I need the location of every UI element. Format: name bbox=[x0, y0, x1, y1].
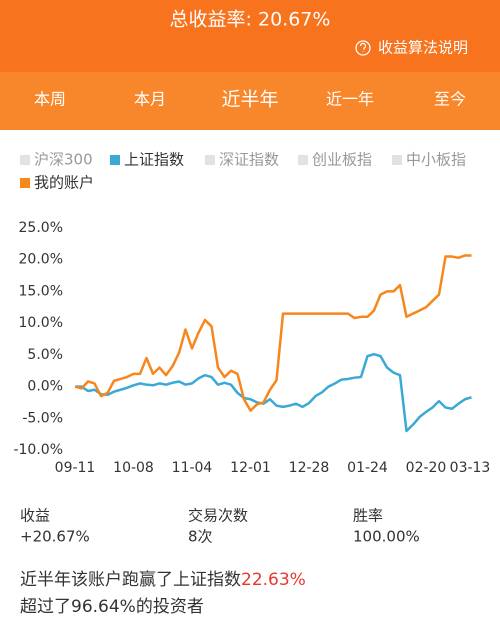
legend-item[interactable]: 创业板指 bbox=[298, 151, 372, 169]
tab[interactable]: 至今 bbox=[434, 90, 466, 109]
x-tick-label: 09-11 bbox=[55, 460, 96, 476]
series-line bbox=[74, 254, 472, 412]
y-tick-label: -10.0% bbox=[13, 442, 63, 458]
summary-line: 近半年该账户跑赢了上证指数22.63% bbox=[20, 570, 306, 590]
tabs-bg bbox=[0, 72, 500, 130]
x-tick-label: 11-04 bbox=[172, 460, 213, 476]
legend-swatch bbox=[20, 155, 30, 165]
tabs: 本周 本月 近半年 近一年 至今 bbox=[34, 89, 466, 111]
tab[interactable]: 近半年 bbox=[221, 89, 278, 111]
tab[interactable]: 近一年 bbox=[326, 90, 374, 109]
y-tick-label: 10.0% bbox=[19, 315, 63, 331]
x-tick-label: 10-08 bbox=[113, 460, 154, 476]
legend-swatch bbox=[110, 155, 120, 165]
legend-label: 中小板指 bbox=[406, 151, 466, 169]
summary-text: 近半年该账户跑赢了上证指数 bbox=[20, 570, 241, 590]
legend-item[interactable]: 我的账户 bbox=[20, 174, 94, 192]
y-tick-label: 5.0% bbox=[27, 347, 63, 363]
y-tick-label: -5.0% bbox=[22, 410, 63, 426]
x-tick-label: 02-20 bbox=[406, 460, 447, 476]
legend-swatch bbox=[205, 155, 215, 165]
tab[interactable]: 本月 bbox=[134, 90, 166, 109]
legend-swatch bbox=[298, 155, 308, 165]
tab[interactable]: 本周 bbox=[34, 90, 66, 109]
legend-swatch bbox=[20, 178, 30, 188]
header-title: 总收益率: 20.67% bbox=[170, 9, 331, 31]
help-text: 收益算法说明 bbox=[378, 39, 468, 57]
stat-value: +20.67% bbox=[20, 528, 90, 546]
x-tick-label: 01-24 bbox=[347, 460, 388, 476]
x-tick-label: 12-28 bbox=[289, 460, 330, 476]
y-tick-label: 0.0% bbox=[27, 379, 63, 395]
legend-item[interactable]: 深证指数 bbox=[205, 151, 279, 169]
x-tick-label: 03-13 bbox=[450, 460, 491, 476]
y-tick-label: 25.0% bbox=[19, 220, 63, 236]
stat-value: 8次 bbox=[188, 528, 213, 546]
legend-label: 创业板指 bbox=[312, 151, 372, 169]
legend-item[interactable]: 沪深300 bbox=[20, 151, 93, 169]
legend-label: 沪深300 bbox=[34, 151, 93, 169]
y-tick-label: 15.0% bbox=[19, 283, 63, 299]
y-tick-label: 20.0% bbox=[19, 252, 63, 268]
legend-item[interactable]: 上证指数 bbox=[110, 151, 184, 169]
legend-item[interactable]: 中小板指 bbox=[392, 151, 466, 169]
series-line bbox=[75, 352, 472, 433]
stat-label: 胜率 bbox=[353, 507, 383, 525]
plot: 25.0% 20.0% 15.0% 10.0% 5.0% 0.0% -5.0% -10.0% 0… bbox=[13, 220, 490, 476]
stat-label: 交易次数 bbox=[188, 507, 248, 525]
header-bg bbox=[0, 0, 500, 72]
help-icon-mark bbox=[359, 42, 367, 53]
stats: 收益 +20.67% 交易次数 8次 胜率 100.00% bbox=[20, 507, 420, 546]
legend-label: 我的账户 bbox=[34, 174, 94, 192]
help-icon bbox=[355, 40, 371, 56]
summary-line: 超过了96.64%的投资者 bbox=[20, 597, 204, 617]
legend-swatch bbox=[392, 155, 402, 165]
stat-value: 100.00% bbox=[353, 528, 420, 546]
help-link[interactable]: 收益算法说明 bbox=[355, 39, 468, 57]
legend-label: 上证指数 bbox=[124, 151, 184, 169]
legend-label: 深证指数 bbox=[219, 151, 279, 169]
x-tick-label: 12-01 bbox=[230, 460, 271, 476]
summary-highlight: 22.63% bbox=[241, 570, 306, 590]
stat-label: 收益 bbox=[20, 507, 50, 525]
